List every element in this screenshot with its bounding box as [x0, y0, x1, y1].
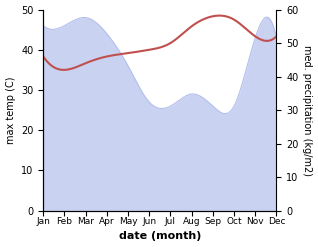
Y-axis label: max temp (C): max temp (C)	[5, 76, 16, 144]
X-axis label: date (month): date (month)	[119, 231, 201, 242]
Y-axis label: med. precipitation (kg/m2): med. precipitation (kg/m2)	[302, 45, 313, 176]
